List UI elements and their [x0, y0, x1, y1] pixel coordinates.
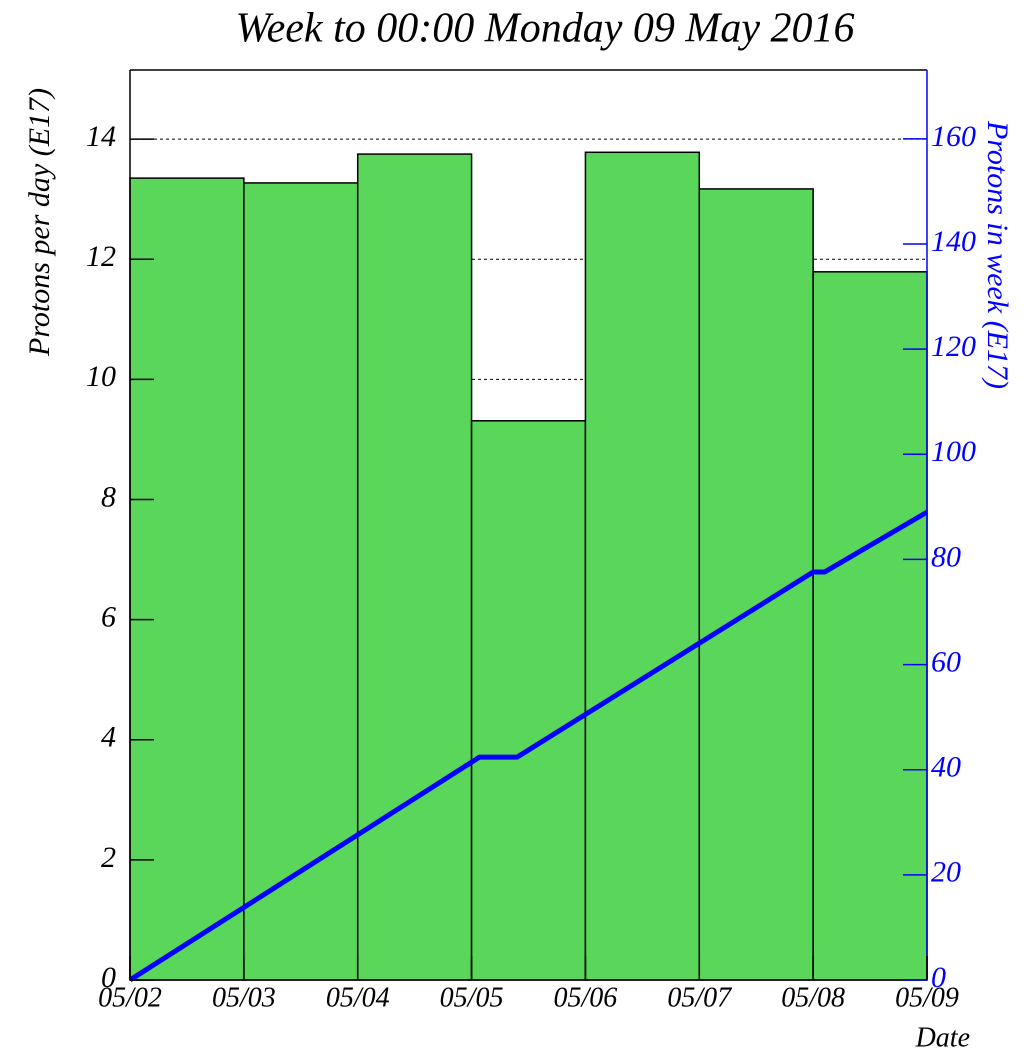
y-tick-label: 12 [86, 240, 116, 273]
y2-tick-label: 140 [931, 225, 976, 258]
x-tick-label: 05/09 [895, 982, 959, 1013]
y2-tick-label: 160 [931, 120, 976, 153]
bar [356, 153, 473, 981]
y-tick-label: 14 [86, 120, 116, 153]
chart-title: Week to 00:00 Monday 09 May 2016 [236, 6, 855, 52]
y-axis-label: Protons per day (E17) [23, 88, 56, 357]
y-tick-label: 6 [101, 600, 116, 633]
line [128, 509, 929, 983]
bar [812, 271, 928, 981]
x-tick-label: 05/06 [554, 982, 618, 1013]
y-tick-label: 8 [101, 480, 116, 513]
y-tick-label: 4 [101, 721, 116, 754]
y2-tick-label: 120 [931, 330, 976, 363]
x-tick-label: 05/05 [440, 982, 504, 1013]
y-tick-label: 10 [86, 360, 116, 393]
x-tick-label: 05/02 [98, 982, 162, 1013]
x-tick-label: 05/04 [326, 982, 390, 1013]
x-axis-label: Date [915, 1022, 970, 1053]
y2-tick-label: 0 [931, 961, 946, 994]
x-tick-label: 05/08 [781, 982, 845, 1013]
bar [129, 177, 245, 981]
y2-axis-label: Protons in week (E17) [981, 120, 1014, 389]
y2-tick-label: 80 [931, 540, 961, 573]
bar [243, 182, 359, 981]
y2-tick-label: 20 [931, 856, 961, 889]
y2-tick-label: 40 [931, 751, 961, 784]
y-tick-label: 2 [101, 841, 116, 874]
y-tick-label: 0 [101, 961, 116, 994]
y2-tick-label: 60 [931, 645, 961, 678]
x-tick-label: 05/07 [667, 982, 732, 1013]
y2-tick-label: 100 [931, 435, 976, 468]
bar [584, 151, 701, 981]
x-tick-label: 05/03 [212, 982, 276, 1013]
bar [470, 420, 587, 981]
